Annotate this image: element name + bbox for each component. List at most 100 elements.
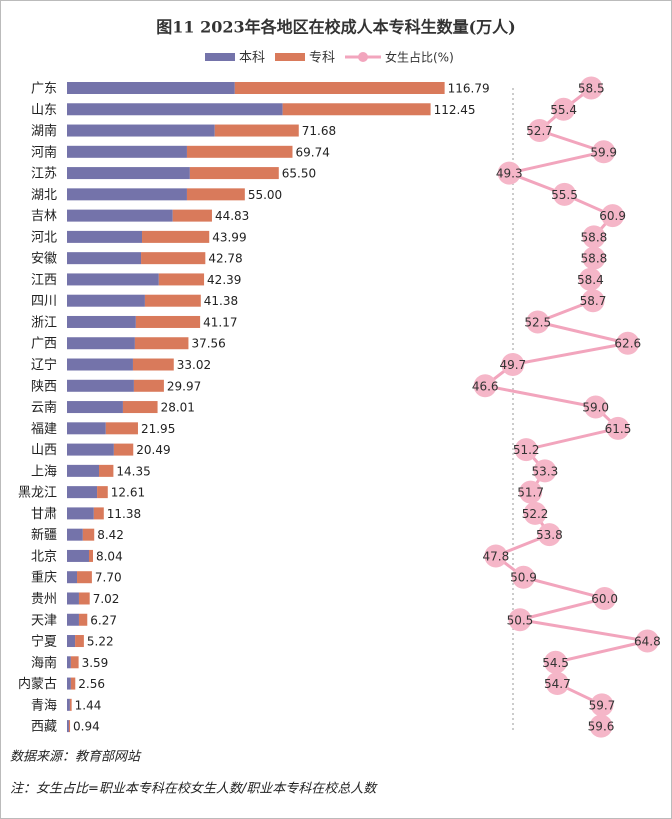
bar-segment — [134, 337, 189, 350]
total-label: 7.70 — [95, 571, 122, 585]
note: 注：女生占比=职业本专科在校女生人数/职业本专科在校总人数 — [10, 781, 378, 797]
bar-segment — [68, 720, 71, 733]
total-label: 28.01 — [161, 401, 195, 415]
ratio-point — [512, 565, 535, 589]
bar-segment — [105, 422, 138, 435]
ratio-label: 59.6 — [588, 720, 615, 734]
bar-segment — [158, 273, 205, 286]
ratio-label: 62.6 — [614, 337, 641, 351]
bar-segment — [67, 571, 78, 584]
y-tick-label: 山东 — [31, 103, 57, 118]
bar-segment — [67, 422, 106, 435]
bar-segment — [141, 252, 206, 265]
bar-segment — [97, 486, 108, 499]
ratio-label: 58.5 — [578, 82, 605, 96]
bar-segment — [67, 358, 133, 371]
bar-segment — [67, 145, 187, 158]
ratio-point — [635, 629, 659, 653]
total-label: 71.68 — [302, 124, 336, 138]
y-tick-label: 山西 — [31, 443, 57, 458]
total-label: 44.83 — [215, 209, 249, 223]
y-tick-label: 广西 — [31, 337, 57, 352]
total-label: 0.94 — [73, 720, 100, 734]
ratio-label: 52.7 — [526, 124, 553, 138]
y-tick-label: 浙江 — [31, 315, 57, 330]
y-tick-label: 天津 — [31, 613, 57, 628]
ratio-point — [537, 523, 561, 547]
bar-segment — [77, 571, 92, 584]
y-tick-label: 安徽 — [31, 252, 57, 267]
y-tick-label: 江西 — [31, 273, 57, 288]
ratio-point — [606, 416, 630, 440]
y-tick-label: 青海 — [31, 698, 57, 713]
ratio-label: 47.8 — [483, 549, 510, 563]
y-tick-label: 河北 — [31, 230, 57, 245]
ratio-point — [484, 544, 508, 568]
ratio-point — [589, 714, 613, 738]
bar-segment — [282, 103, 431, 116]
bar-segment — [78, 613, 88, 626]
ratio-point — [528, 119, 552, 143]
ratio-label: 49.3 — [496, 167, 523, 181]
total-label: 3.59 — [82, 656, 109, 670]
ratio-label: 52.5 — [524, 315, 551, 329]
total-label: 29.97 — [167, 379, 201, 393]
ratio-point — [601, 204, 625, 228]
y-tick-label: 江苏 — [31, 166, 57, 182]
bar-segment — [67, 124, 215, 137]
y-tick-label: 四川 — [31, 294, 57, 309]
legend-label: 本科 — [239, 51, 265, 66]
y-tick-label: 重庆 — [31, 570, 57, 586]
y-tick-label: 西藏 — [31, 720, 57, 735]
legend-swatch — [205, 53, 235, 61]
ratio-point — [592, 140, 616, 164]
bar-segment — [67, 252, 142, 265]
ratio-point — [578, 267, 602, 291]
bar-segment — [70, 656, 79, 669]
bar-segment — [93, 507, 104, 520]
ratio-label: 51.7 — [517, 486, 544, 500]
y-tick-label: 内蒙古 — [18, 676, 57, 692]
bar-segment — [67, 464, 100, 477]
bar-segment — [172, 209, 212, 222]
y-tick-label: 福建 — [31, 422, 57, 437]
bar-segment — [67, 82, 235, 94]
ratio-point — [553, 182, 576, 206]
ratio-label: 53.8 — [536, 528, 563, 542]
total-label: 8.42 — [97, 528, 124, 542]
bar-segment — [67, 315, 136, 328]
total-label: 2.56 — [78, 677, 105, 691]
ratio-label: 51.2 — [513, 443, 540, 457]
total-label: 65.50 — [282, 167, 316, 181]
total-label: 11.38 — [107, 507, 141, 521]
bar-segment — [67, 613, 79, 626]
ratio-point — [501, 353, 525, 377]
y-tick-label: 辽宁 — [31, 357, 57, 373]
bar-segment — [67, 486, 98, 499]
bar-segment — [67, 379, 134, 392]
ratio-point — [545, 672, 569, 696]
y-tick-label: 湖北 — [31, 188, 57, 203]
total-label: 69.74 — [295, 145, 329, 159]
ratio-point — [533, 459, 557, 483]
bar-segment — [67, 592, 79, 605]
bar-segment — [67, 443, 114, 456]
ratio-label: 59.9 — [590, 145, 617, 159]
ratio-label: 58.4 — [577, 273, 604, 287]
ratio-point — [593, 586, 617, 610]
legend-swatch — [275, 53, 305, 61]
bar-segment — [67, 677, 71, 690]
bar-segment — [67, 273, 159, 286]
y-tick-label: 黑龙江 — [18, 486, 57, 501]
ratio-label: 60.0 — [591, 592, 618, 606]
bar-segment — [113, 443, 134, 456]
ratio-point — [523, 501, 547, 525]
bar-segment — [132, 358, 174, 371]
total-label: 42.39 — [207, 273, 241, 287]
total-label: 43.99 — [212, 230, 246, 244]
total-label: 14.35 — [116, 464, 150, 478]
ratio-point — [552, 97, 576, 121]
y-tick-label: 甘肃 — [31, 507, 57, 522]
y-tick-label: 北京 — [31, 549, 57, 564]
bar-segment — [67, 401, 123, 414]
